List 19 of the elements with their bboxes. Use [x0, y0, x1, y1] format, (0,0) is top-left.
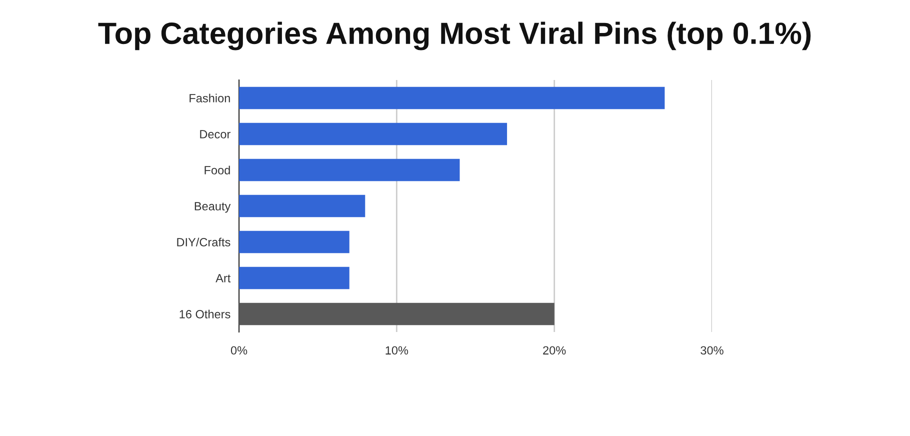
chart-title: Top Categories Among Most Viral Pins (top 0.1%): [98, 22, 811, 50]
x-tick-label: 30%: [700, 346, 724, 355]
y-tick-label: Beauty: [194, 202, 231, 213]
bar: [239, 194, 366, 218]
bar: [239, 122, 508, 146]
bar: [239, 86, 665, 110]
x-tick-label: 10%: [386, 346, 408, 355]
x-tick-label: 0%: [230, 346, 248, 355]
y-tick-label: Food: [204, 166, 230, 174]
bar: [239, 158, 460, 182]
y-tick-label: DIY/Crafts: [177, 238, 230, 246]
y-tick-label: Fashion: [190, 94, 230, 102]
y-tick-label: 16 Others: [180, 310, 230, 318]
x-tick-label: 20%: [543, 346, 566, 355]
y-tick-label: Art: [216, 274, 231, 282]
bar: [239, 230, 350, 254]
bar: [239, 266, 350, 290]
y-tick-label: Decor: [200, 130, 230, 138]
bar: [239, 302, 554, 326]
